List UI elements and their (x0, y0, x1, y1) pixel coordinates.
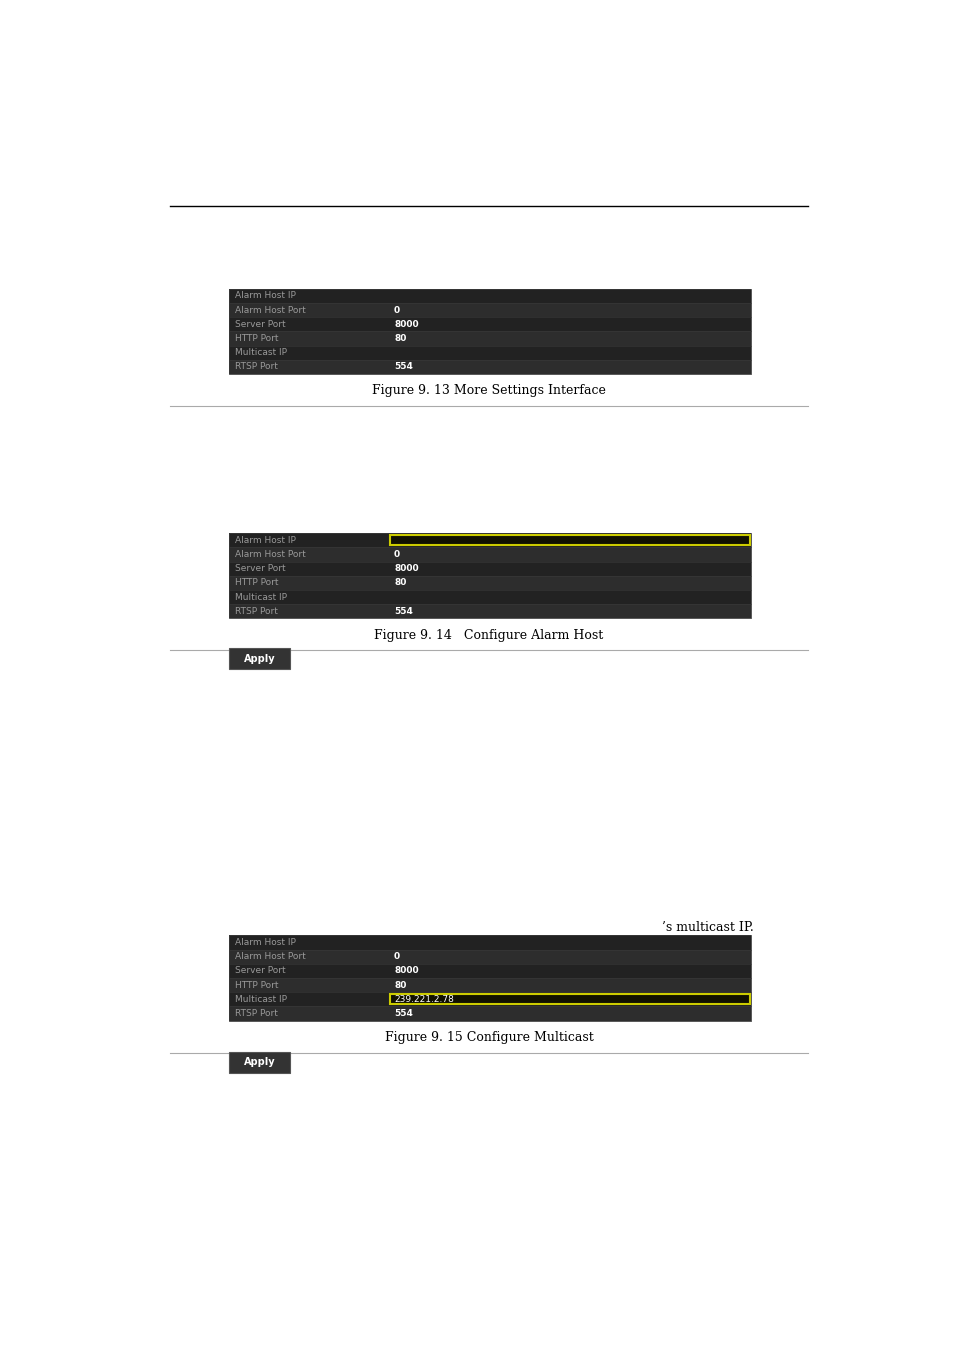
Bar (229, 533, 751, 547)
Bar (229, 575, 751, 590)
Text: Figure 9. 13 More Settings Interface: Figure 9. 13 More Settings Interface (372, 385, 605, 397)
Bar (229, 1052, 290, 1073)
Text: Alarm Host Port: Alarm Host Port (234, 305, 305, 315)
Bar (229, 332, 751, 346)
Text: 0: 0 (394, 952, 399, 961)
Text: Multicast IP: Multicast IP (234, 348, 286, 358)
Text: 80: 80 (394, 980, 406, 990)
Bar (229, 533, 751, 618)
Text: Alarm Host Port: Alarm Host Port (234, 549, 305, 559)
Text: Figure 9. 14   Configure Alarm Host: Figure 9. 14 Configure Alarm Host (374, 629, 603, 641)
Text: Apply: Apply (243, 1057, 274, 1068)
Text: HTTP Port: HTTP Port (234, 578, 277, 587)
Bar (229, 936, 751, 949)
Bar (229, 289, 751, 374)
Text: RTSP Port: RTSP Port (234, 362, 277, 371)
Bar (229, 949, 751, 964)
Text: 554: 554 (394, 606, 413, 616)
Text: 8000: 8000 (394, 320, 418, 329)
Bar (229, 562, 751, 575)
Text: Alarm Host IP: Alarm Host IP (234, 536, 295, 544)
Bar (229, 360, 751, 374)
Text: Multicast IP: Multicast IP (234, 593, 286, 602)
Text: HTTP Port: HTTP Port (234, 980, 277, 990)
Bar (389, 995, 749, 1004)
Bar (389, 535, 749, 545)
Bar (229, 977, 751, 992)
Text: Server Port: Server Port (234, 967, 285, 976)
Text: Figure 9. 15 Configure Multicast: Figure 9. 15 Configure Multicast (384, 1031, 593, 1044)
Bar (229, 547, 751, 562)
Text: 8000: 8000 (394, 967, 418, 976)
Text: ’s multicast IP.: ’s multicast IP. (661, 921, 753, 934)
Text: Apply: Apply (243, 653, 274, 664)
Bar (229, 936, 751, 1021)
Bar (229, 1006, 751, 1021)
Bar (229, 289, 751, 302)
Bar (229, 992, 751, 1006)
Text: 0: 0 (394, 549, 399, 559)
Bar (229, 936, 751, 1021)
Bar (229, 533, 751, 618)
Text: 80: 80 (394, 333, 406, 343)
Bar (229, 590, 751, 605)
Text: 0: 0 (394, 305, 399, 315)
Text: RTSP Port: RTSP Port (234, 606, 277, 616)
Bar (229, 289, 751, 374)
Bar (229, 302, 751, 317)
Text: 8000: 8000 (394, 564, 418, 574)
Bar (229, 346, 751, 360)
Text: Alarm Host Port: Alarm Host Port (234, 952, 305, 961)
Text: Server Port: Server Port (234, 320, 285, 329)
Text: Alarm Host IP: Alarm Host IP (234, 938, 295, 946)
Bar (229, 605, 751, 618)
Text: Multicast IP: Multicast IP (234, 995, 286, 1004)
Bar (229, 317, 751, 332)
Text: 80: 80 (394, 578, 406, 587)
Text: HTTP Port: HTTP Port (234, 333, 277, 343)
Bar (229, 648, 290, 670)
Text: 554: 554 (394, 1008, 413, 1018)
Text: RTSP Port: RTSP Port (234, 1008, 277, 1018)
Text: 239.221.2.78: 239.221.2.78 (394, 995, 454, 1004)
Bar (229, 964, 751, 977)
Text: Server Port: Server Port (234, 564, 285, 574)
Text: 554: 554 (394, 362, 413, 371)
Text: Alarm Host IP: Alarm Host IP (234, 292, 295, 301)
